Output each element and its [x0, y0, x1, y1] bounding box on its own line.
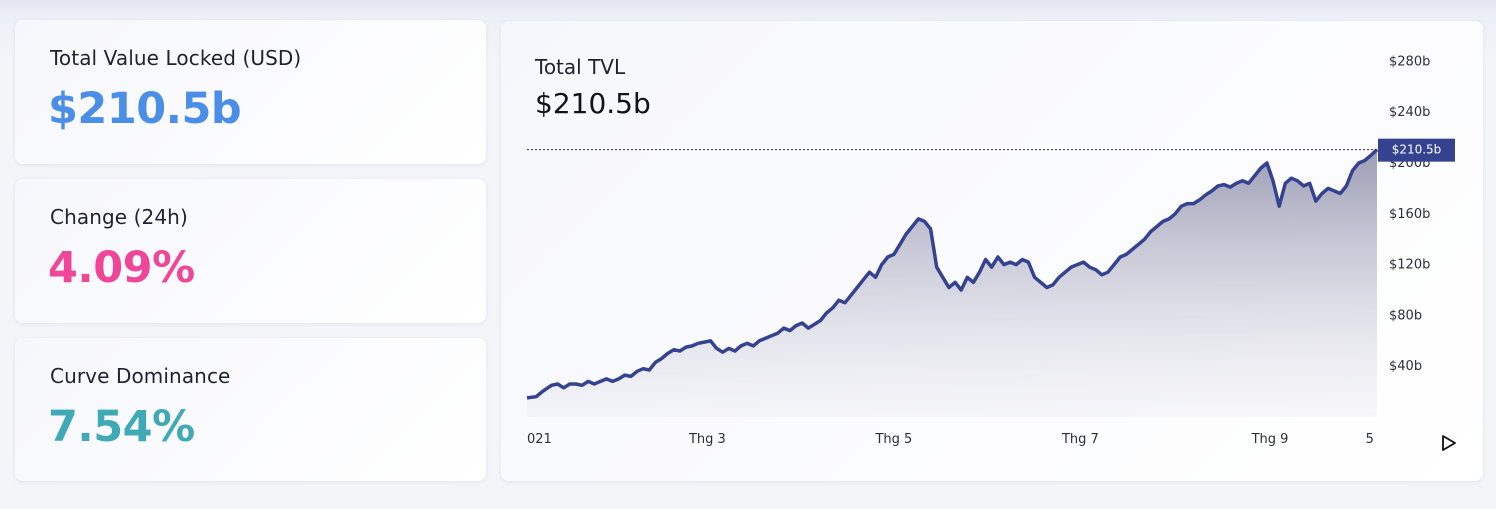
tvl-area-chart[interactable]: $40b$80b$120b$160b$200b$240b$280b 021 Thg…: [501, 21, 1483, 481]
x-tick-label: Thg 7: [1061, 432, 1099, 447]
tvl-chart-card: Total TVL $210.5b $40b $80b $120b $160b $200…: [501, 21, 1483, 481]
curve-dominance-label: Curve Dominance: [50, 364, 231, 388]
x-tick-label: Thg 9: [1251, 432, 1289, 447]
change-24h-label: Change (24h): [50, 205, 188, 229]
y-axis: $40b$80b$120b$160b$200b$240b$280b: [1389, 54, 1430, 374]
y-tick-label: $80b: [1389, 308, 1422, 323]
y-tick-label: $280b: [1389, 54, 1430, 69]
y-tick-label: $120b: [1389, 258, 1430, 273]
change-24h-value: 4.09%: [48, 243, 195, 293]
x-tick-label: Thg 3: [688, 432, 726, 447]
chart-title: Total TVL: [535, 55, 626, 79]
tvl-label: Total Value Locked (USD): [50, 46, 302, 70]
x-tick-label: 021: [527, 432, 552, 447]
curve-dominance-value: 7.54%: [48, 402, 195, 452]
tvl-area-fill: [527, 149, 1377, 417]
y-tick-label: $40b: [1389, 359, 1422, 374]
tvl-card: Total Value Locked (USD) $210.5b: [15, 20, 486, 164]
y-tick-label: $160b: [1389, 207, 1430, 222]
x-axis: 021 Thg 3 Thg 5 Thg 7 Thg 9 5: [527, 432, 1374, 447]
tvl-series-line: [526, 148, 1379, 400]
current-value-marker: $210.5b: [1378, 138, 1455, 162]
x-tick-label: Thg 5: [874, 432, 912, 447]
tvl-value: $210.5b: [48, 84, 242, 134]
play-icon[interactable]: [1437, 432, 1459, 454]
chart-current-value: $210.5b: [535, 87, 651, 120]
change-24h-card: Change (24h) 4.09%: [15, 179, 486, 323]
current-value-label: $210.5b: [1392, 143, 1442, 157]
y-tick-label: $240b: [1389, 105, 1430, 120]
x-tick-label: 5: [1366, 432, 1374, 447]
curve-dominance-card: Curve Dominance 7.54%: [15, 338, 486, 481]
